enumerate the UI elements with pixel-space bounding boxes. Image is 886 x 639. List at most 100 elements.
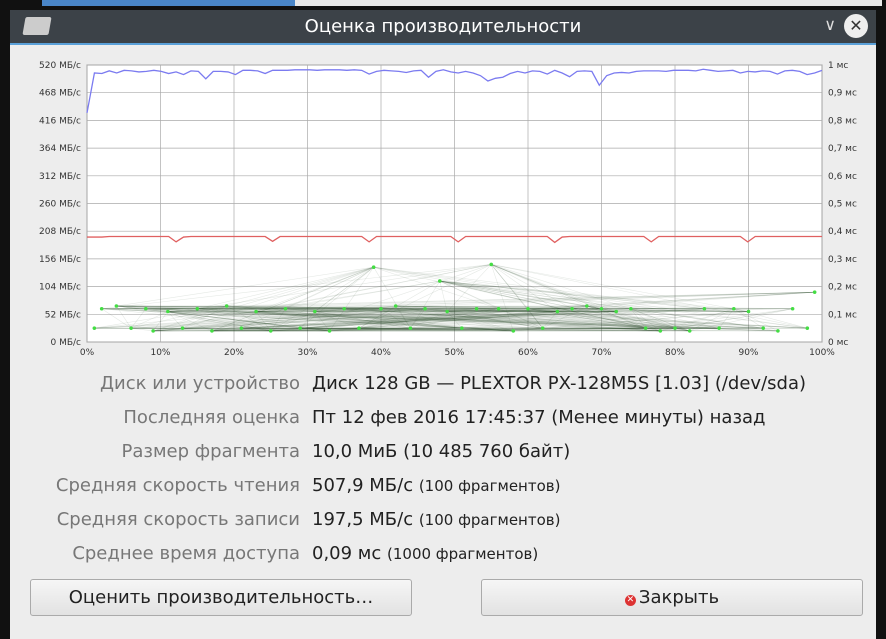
access-time-line: [285, 291, 815, 310]
access-time-line: [447, 311, 543, 329]
info-value: Пт 12 фев 2016 17:45:37 (Менее минуты) н…: [312, 407, 766, 428]
access-time-line: [358, 280, 440, 329]
access-time-line: [395, 305, 631, 310]
access-time-point: [283, 306, 288, 311]
access-time-line: [314, 311, 462, 329]
access-time-line: [153, 264, 492, 332]
access-time-line: [145, 308, 720, 329]
benchmark-button[interactable]: Оценить производительность…: [30, 579, 412, 616]
access-time-line: [145, 308, 661, 332]
access-time-line: [116, 305, 617, 312]
access-time-line: [241, 311, 617, 329]
access-time-line: [101, 308, 514, 332]
access-time-line: [490, 264, 514, 332]
access-time-line: [241, 327, 661, 332]
access-time-line: [498, 308, 543, 329]
access-time-line: [395, 305, 646, 329]
access-time-line: [314, 308, 499, 312]
access-time-line: [344, 308, 676, 329]
access-time-line: [116, 305, 257, 312]
access-time-line: [314, 308, 382, 312]
close-icon[interactable]: ✕: [844, 14, 868, 38]
access-time-line: [116, 305, 514, 332]
access-time-line: [101, 264, 492, 310]
access-time-line: [527, 308, 661, 332]
access-time-line: [145, 291, 815, 310]
access-time-line: [116, 305, 132, 329]
info-value-text: Пт 12 фев 2016 17:45:37 (Менее минуты) н…: [312, 407, 766, 428]
access-time-line: [439, 280, 448, 312]
access-time-line: [130, 308, 147, 329]
access-time-line: [300, 308, 529, 329]
access-time-line: [314, 266, 374, 312]
access-time-line: [314, 266, 374, 312]
info-value: 0,09 мс (1000 фрагментов): [312, 543, 538, 564]
access-time-point: [327, 329, 332, 333]
chevron-down-icon[interactable]: ∨: [824, 15, 836, 34]
access-time-point: [474, 306, 479, 311]
access-time-line: [167, 311, 330, 332]
close-button[interactable]: ✕ Закрыть: [481, 579, 863, 616]
access-time-line: [94, 308, 382, 329]
access-time-line: [241, 311, 558, 329]
access-time-line: [285, 308, 661, 332]
access-time-line: [300, 311, 558, 329]
access-time-line: [167, 311, 514, 332]
access-time-line: [718, 308, 735, 329]
access-time-line: [491, 264, 631, 310]
access-time-line: [314, 308, 426, 312]
left-tick-label: 416 МБ/с: [39, 116, 81, 126]
access-time-line: [94, 308, 426, 329]
access-time-line: [94, 308, 286, 329]
benchmark-dialog: Оценка производительности ∨ ✕ 0 МБ/с 0 мс…: [10, 10, 876, 639]
access-time-line: [447, 311, 646, 329]
access-time-line: [167, 308, 198, 312]
access-time-point: [673, 326, 677, 330]
write-speed-line: [87, 235, 822, 244]
access-time-line: [285, 308, 764, 329]
access-time-line: [241, 327, 661, 332]
access-time-line: [211, 266, 374, 332]
access-time-line: [542, 327, 690, 332]
access-time-line: [226, 305, 462, 329]
left-tick-label: 52 МБ/с: [45, 310, 81, 320]
access-time-line: [211, 327, 411, 332]
access-time-point: [555, 309, 560, 314]
access-time-line: [527, 308, 676, 329]
access-time-line: [101, 308, 558, 312]
access-time-line: [439, 280, 646, 329]
access-time-line: [226, 305, 426, 310]
access-time-line: [153, 327, 676, 332]
access-time-line: [167, 308, 286, 312]
access-time-line: [116, 305, 271, 332]
access-time-line: [116, 305, 426, 310]
access-time-point: [717, 326, 721, 330]
access-time-line: [439, 280, 543, 329]
access-time-line: [241, 308, 602, 329]
access-time-line: [226, 305, 558, 312]
access-time-line: [395, 305, 514, 332]
access-time-line: [344, 308, 661, 332]
access-time-line: [395, 305, 543, 329]
right-tick-label: 0,9 мс: [828, 89, 857, 99]
access-time-line: [145, 308, 676, 329]
access-time-line: [358, 264, 492, 329]
access-time-line: [572, 305, 587, 310]
access-time-line: [145, 305, 587, 310]
access-time-line: [395, 305, 573, 310]
access-time-line: [211, 327, 301, 332]
access-time-line: [476, 308, 808, 329]
access-time-line: [101, 308, 462, 329]
access-time-line: [256, 291, 815, 312]
access-time-line: [197, 308, 617, 312]
access-time-line: [344, 308, 617, 312]
access-time-line: [145, 308, 676, 329]
right-tick-label: 1 мс: [828, 61, 848, 71]
access-time-line: [439, 280, 661, 332]
access-time-line: [344, 308, 411, 329]
access-time-point: [408, 326, 413, 330]
access-time-line: [527, 308, 646, 329]
access-time-line: [300, 305, 587, 329]
access-time-line: [211, 291, 815, 332]
access-time-line: [101, 308, 132, 329]
